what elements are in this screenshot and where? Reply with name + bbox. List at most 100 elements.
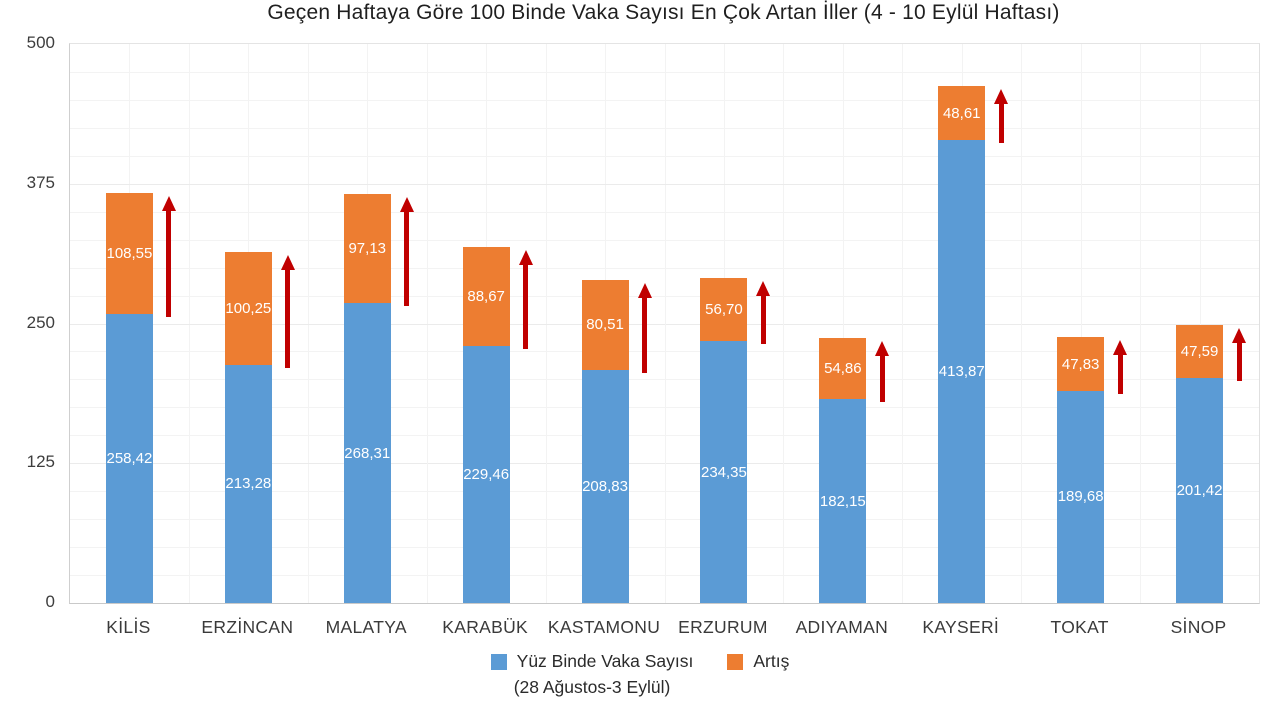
plot-area: 258,42 108,55 213,28 100,25 268,31 97,13 229,4… [69, 43, 1260, 604]
y-tick-label-375: 375 [26, 172, 55, 192]
increase-arrow-up-icon-malatya [399, 197, 414, 307]
data-label-cases-malatya: 268,31 [344, 444, 391, 462]
legend-swatch-artis-icon [727, 653, 744, 670]
arrow-shaft [1236, 341, 1242, 381]
x-tick-label-sinop: SİNOP [1170, 617, 1227, 637]
data-label-cases-tokat: 189,68 [1057, 488, 1104, 506]
x-tick-label-adiyaman: ADIYAMAN [795, 617, 889, 637]
legend-label-artis: Artış [753, 651, 790, 671]
gridline-vertical [426, 44, 428, 603]
increase-arrow-up-icon-kastamonu [637, 282, 652, 373]
arrow-head [399, 197, 414, 213]
bar-segment-cases-erzincan: 213,28 [224, 364, 272, 603]
increase-arrow-up-icon-kayseri [994, 88, 1009, 144]
data-label-cases-kilis: 258,42 [106, 450, 153, 468]
data-label-artis-kilis: 108,55 [106, 244, 153, 262]
bar-segment-artis-kayseri: 48,61 [938, 85, 986, 141]
arrow-head [161, 195, 176, 211]
legend-col-cases: Yüz Binde Vaka Sayısı (28 Ağustos-3 Eylü… [490, 651, 694, 698]
data-label-artis-malatya: 97,13 [348, 240, 387, 258]
bar-segment-cases-adiyaman: 182,15 [819, 399, 867, 603]
bar-segment-cases-karabuk: 229,46 [462, 346, 510, 603]
data-label-cases-kayseri: 413,87 [938, 363, 985, 381]
bar-segment-cases-kastamonu: 208,83 [581, 369, 629, 603]
gridline-vertical [1140, 44, 1142, 603]
legend-item-artis: Artış [727, 651, 789, 672]
x-tick-label-kayseri: KAYSERİ [922, 617, 1000, 637]
arrow-shaft [642, 296, 648, 373]
chart-title: Geçen Haftaya Göre 100 Binde Vaka Sayısı… [267, 1, 1060, 24]
arrow-shaft [879, 355, 885, 403]
data-label-artis-adiyaman: 54,86 [824, 360, 862, 378]
data-label-artis-karabuk: 88,67 [467, 288, 505, 306]
x-tick-label-kilis: KİLİS [106, 617, 151, 637]
data-label-artis-sinop: 47,59 [1180, 342, 1219, 360]
arrow-head [637, 282, 652, 298]
gridline-vertical [188, 44, 190, 603]
data-label-artis-kastamonu: 80,51 [586, 316, 624, 334]
increase-arrow-up-icon-kilis [161, 195, 176, 318]
gridline-vertical [664, 44, 666, 603]
y-tick-label-125: 125 [26, 452, 55, 472]
bar-segment-cases-erzurum: 234,35 [700, 341, 748, 603]
data-label-cases-karabuk: 229,46 [463, 466, 510, 484]
bar-segment-artis-tokat: 47,83 [1057, 337, 1105, 391]
bar-segment-artis-malatya: 97,13 [343, 194, 391, 304]
gridline-vertical [902, 44, 904, 603]
gridline-horizontal [70, 127, 1259, 129]
arrow-head [994, 88, 1009, 104]
arrow-shaft [998, 102, 1004, 144]
legend-label-cases: Yüz Binde Vaka Sayısı [516, 651, 694, 671]
increase-arrow-up-icon-karabuk [518, 250, 533, 350]
x-tick-label-malatya: MALATYA [325, 617, 407, 637]
legend: Yüz Binde Vaka Sayısı (28 Ağustos-3 Eylü… [0, 651, 1280, 698]
gridline-horizontal [70, 211, 1259, 213]
y-tick-label-500: 500 [26, 33, 55, 52]
arrow-shaft [1117, 354, 1123, 394]
bar-segment-artis-erzurum: 56,70 [700, 277, 748, 341]
bar-segment-cases-sinop: 201,42 [1176, 377, 1224, 603]
arrow-head [875, 341, 890, 357]
arrow-head [756, 280, 771, 296]
data-label-artis-kayseri: 48,61 [942, 104, 981, 122]
data-label-cases-adiyaman: 182,15 [819, 492, 866, 510]
arrow-shaft [166, 209, 172, 318]
data-label-cases-erzurum: 234,35 [700, 463, 747, 481]
bar-segment-artis-karabuk: 88,67 [462, 247, 510, 347]
bar-segment-cases-kilis: 258,42 [105, 314, 153, 603]
gridline-vertical [783, 44, 785, 603]
gridline-horizontal [70, 99, 1259, 101]
arrow-head [280, 255, 295, 271]
x-tick-label-erzurum: ERZURUM [678, 617, 768, 637]
data-label-cases-sinop: 201,42 [1176, 481, 1223, 499]
bar-segment-cases-tokat: 189,68 [1057, 390, 1105, 603]
bar-segment-cases-malatya: 268,31 [343, 303, 391, 603]
bar-segment-artis-erzincan: 100,25 [224, 252, 272, 365]
gridline-horizontal [70, 71, 1259, 73]
bar-segment-artis-sinop: 47,59 [1176, 324, 1224, 378]
increase-arrow-up-icon-erzurum [756, 280, 771, 344]
data-label-artis-erzurum: 56,70 [705, 300, 743, 318]
x-tick-label-kastamonu: KASTAMONU [547, 617, 661, 637]
x-tick-label-karabuk: KARABÜK [442, 617, 529, 637]
legend-item-cases: Yüz Binde Vaka Sayısı [490, 651, 694, 672]
gridline-vertical [545, 44, 547, 603]
data-label-artis-tokat: 47,83 [1061, 355, 1100, 373]
data-label-cases-erzincan: 213,28 [225, 475, 272, 493]
y-tick-label-0: 0 [45, 592, 55, 611]
arrow-head [518, 250, 533, 266]
legend-swatch-cases-icon [490, 653, 507, 670]
gridline-horizontal [70, 239, 1259, 241]
data-label-artis-erzincan: 100,25 [225, 300, 272, 318]
arrow-shaft [285, 269, 291, 368]
y-tick-label-250: 250 [26, 312, 55, 332]
bar-segment-artis-kilis: 108,55 [105, 192, 153, 315]
increase-arrow-up-icon-sinop [1232, 327, 1247, 381]
bar-segment-artis-kastamonu: 80,51 [581, 279, 629, 370]
increase-arrow-up-icon-tokat [1113, 340, 1128, 394]
x-tick-label-erzincan: ERZİNCAN [201, 617, 294, 637]
arrow-shaft [760, 294, 766, 344]
arrow-head [1232, 327, 1247, 343]
arrow-head [1113, 340, 1128, 356]
